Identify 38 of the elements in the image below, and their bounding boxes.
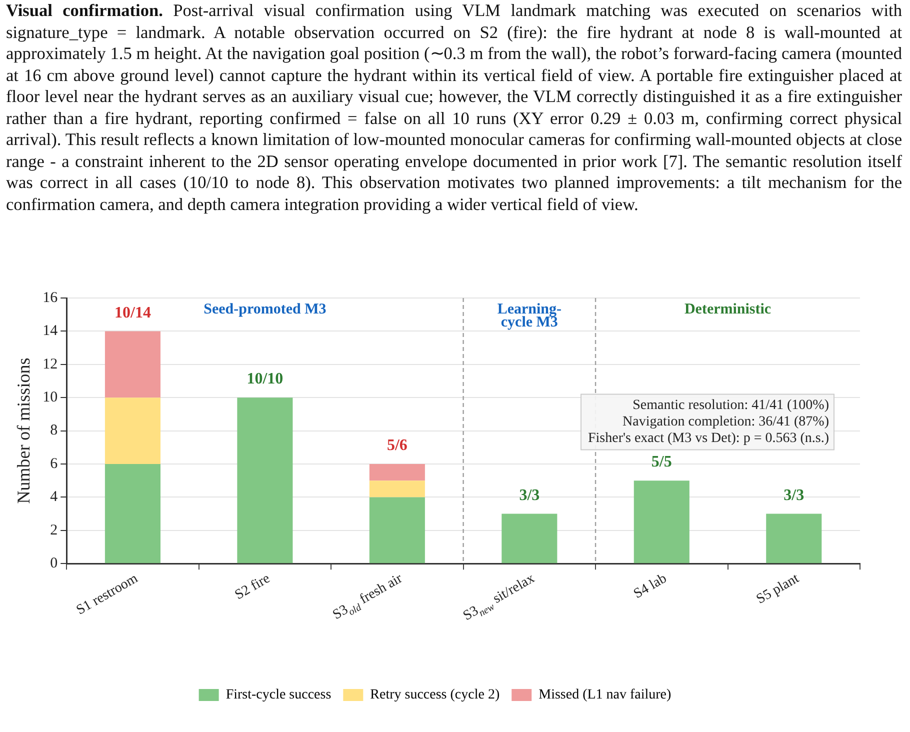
y-tick-label: 14 [42, 323, 58, 340]
y-axis-title: Number of missions [14, 358, 34, 504]
annotation: Semantic resolution: 41/41 (100%) Navigation completion: 36/41 (87%) Fisher's exact (M3 vs Det): p = 0.563 (n.s.) [588, 398, 830, 446]
bar [104, 464, 160, 564]
annotation: 3/3 [519, 486, 540, 504]
y-tick-label: 8 [50, 422, 58, 439]
bar [369, 480, 425, 498]
annotation: 10/10 [246, 370, 284, 388]
bar [104, 398, 160, 464]
legend-label: First-cycle success [226, 688, 332, 703]
bar [237, 398, 293, 564]
bar [502, 514, 558, 564]
y-tick-label: 4 [50, 489, 58, 506]
x-tick-label: S3old fresh air [330, 571, 406, 623]
y-tick-label: 16 [42, 290, 58, 306]
annotation: Learning- cycle M3 [497, 301, 562, 330]
x-tick-label: S2 fire [232, 571, 273, 604]
annotation: Deterministic [684, 301, 772, 318]
y-tick-label: 0 [50, 556, 58, 572]
legend-label: Retry success (cycle 2) [370, 688, 500, 703]
bar [104, 331, 160, 398]
x-tick-label: S5 plant [754, 571, 802, 608]
annotation: 10/14 [114, 304, 151, 322]
y-tick-label: 10 [42, 390, 58, 406]
annotation: 5/6 [386, 437, 408, 454]
x-tick-label: S4 lab [631, 571, 670, 602]
y-tick-label: 2 [50, 522, 58, 538]
bar [634, 480, 690, 564]
bar [766, 514, 822, 564]
legend-label: Missed (L1 nav failure) [538, 688, 672, 703]
annotation: Seed-promoted M3 [204, 301, 326, 318]
y-tick-label: 12 [42, 356, 58, 372]
annotation: 5/5 [651, 454, 672, 471]
bar [369, 464, 425, 481]
text: Visual confirmation. [6, 1, 163, 20]
bar [369, 497, 425, 564]
annotation: 3/3 [784, 486, 804, 504]
y-tick-label: 6 [50, 456, 58, 472]
